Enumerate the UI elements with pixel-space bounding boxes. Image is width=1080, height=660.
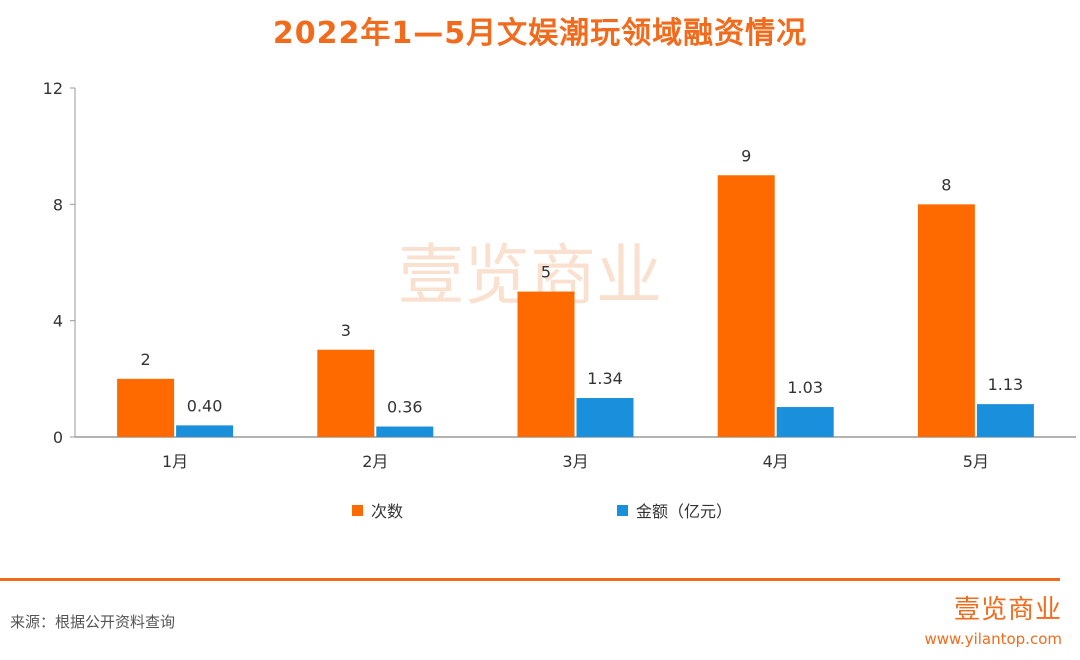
legend-label-count: 次数 xyxy=(371,502,404,521)
amount-value-label: 0.40 xyxy=(187,396,223,415)
bars-group: 2 0.40 3 0.36 5 1.34 9 1.03 8 1.13 xyxy=(117,146,1034,437)
count-bar xyxy=(917,204,975,437)
legend-item-count: 次数 xyxy=(352,498,403,522)
amount-value-label: 1.13 xyxy=(988,375,1024,394)
y-tick-label: 8 xyxy=(53,195,63,214)
source-note: 来源：根据公开资料查询 xyxy=(10,613,176,631)
logo-name: 壹览商业 xyxy=(953,595,1062,625)
amount-bar xyxy=(376,426,434,437)
amount-bar xyxy=(976,404,1034,437)
y-tick-label: 0 xyxy=(53,428,63,447)
x-tick-label: 5月 xyxy=(963,452,989,470)
count-bar xyxy=(717,175,775,437)
brand-logo: 壹览商业 www.yilantop.com xyxy=(925,596,1063,648)
x-tick-label: 1月 xyxy=(162,452,188,470)
y-tick-label: 12 xyxy=(43,79,63,98)
legend-swatch-amount xyxy=(617,504,628,516)
legend-swatch-count xyxy=(352,504,363,516)
y-axis: 0 4 8 12 xyxy=(43,79,75,447)
count-value-label: 5 xyxy=(541,263,551,282)
legend: 次数 金额（亿元） xyxy=(0,498,1080,522)
chart-title: 2022年1—5月文娱潮玩领域融资情况 xyxy=(272,16,808,51)
amount-bar xyxy=(576,398,634,437)
y-tick-label: 4 xyxy=(53,312,63,331)
count-bar xyxy=(517,291,575,437)
x-tick-label: 2月 xyxy=(362,452,388,470)
legend-label-amount: 金额（亿元） xyxy=(636,502,733,521)
footer-divider xyxy=(0,578,1060,581)
count-value-label: 9 xyxy=(741,146,751,165)
x-tick-label: 4月 xyxy=(763,452,789,470)
amount-bar xyxy=(776,407,834,437)
count-bar xyxy=(117,378,175,437)
amount-bar xyxy=(176,425,234,437)
amount-value-label: 1.03 xyxy=(787,378,823,397)
amount-value-label: 1.34 xyxy=(587,369,623,388)
count-value-label: 3 xyxy=(341,321,351,340)
logo-url: www.yilantop.com xyxy=(924,630,1063,648)
count-value-label: 8 xyxy=(941,175,951,194)
count-value-label: 2 xyxy=(141,350,151,369)
legend-item-amount: 金额（亿元） xyxy=(617,498,732,522)
x-axis-labels: 1月 2月 3月 4月 5月 xyxy=(162,452,989,470)
x-tick-label: 3月 xyxy=(562,452,588,470)
count-bar xyxy=(317,349,375,437)
amount-value-label: 0.36 xyxy=(387,398,423,417)
